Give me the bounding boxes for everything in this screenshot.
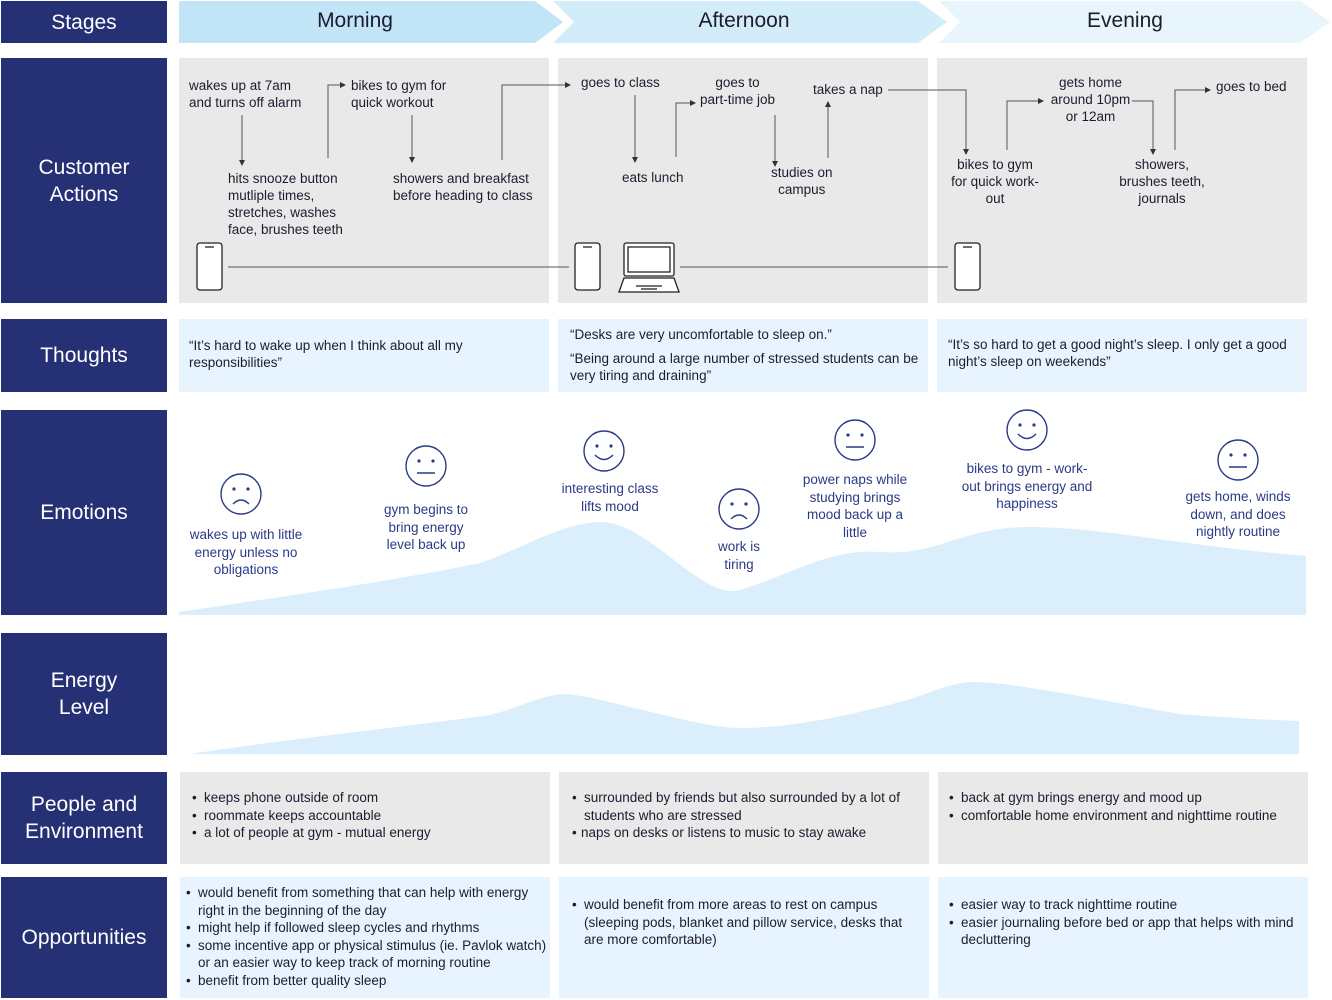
list-item: would benefit from something that can he… [186,884,548,919]
thought-afternoon-stressed: “Being around a large number of stressed… [570,351,919,383]
list-item: would benefit from more areas to rest on… [572,896,922,949]
laptop-icon [618,242,680,293]
actions-panel-morning [179,58,549,303]
people-list-evening: back at gym brings energy and mood up co… [949,789,1304,824]
sad-face-icon [220,473,262,515]
row-label-thoughts: Thoughts [1,319,167,392]
action-goes-to-job: goes to part-time job [700,75,776,107]
emotion-label-gets-home: gets home, winds down, and does nightly … [1185,489,1291,539]
emotion-label-gym: gym begins to bring energy level back up [383,502,469,552]
phone-icon [574,242,601,291]
neutral-face-icon [1217,439,1259,481]
opportunities-list-afternoon: would benefit from more areas to rest on… [572,896,922,949]
action-goes-to-bed: goes to bed [1216,79,1287,94]
emotion-label-power-naps: power naps while studying brings mood ba… [802,472,908,540]
happy-face-icon [1006,409,1048,451]
list-item: easier way to track nighttime routine [949,896,1299,914]
thoughts-panel-afternoon [558,319,928,392]
actions-panel-evening [937,58,1307,303]
people-list-morning: keeps phone outside of room roommate kee… [192,789,542,842]
thoughts-panel-evening [937,319,1307,392]
action-takes-a-nap: takes a nap [813,82,883,97]
list-item: easier journaling before bed or app that… [949,914,1299,949]
people-list-afternoon: surrounded by friends but also surrounde… [572,789,922,842]
thoughts-panel-morning [179,319,549,392]
phone-icon [196,242,223,291]
row-label-customer-actions: Customer Actions [1,58,167,303]
row-label-stages: Stages [1,1,167,43]
action-eats-lunch: eats lunch [622,170,684,185]
list-item: might help if followed sleep cycles and … [186,919,548,937]
opportunities-list-morning: would benefit from something that can he… [186,884,548,989]
actions-panel-afternoon [558,58,928,303]
list-item: surrounded by friends but also surrounde… [572,789,922,824]
row-label-people-environment: People and Environment [1,772,167,864]
list-item: keeps phone outside of room [192,789,542,807]
stage-afternoon: Afternoon [698,9,790,32]
action-showers-breakfast: showers and breakfast before heading to … [393,171,533,203]
emotion-label-wakes-up: wakes up with little energy unless no ob… [189,527,303,577]
stage-morning: Morning [317,9,393,32]
list-item: some incentive app or physical stimulus … [186,937,548,972]
row-label-opportunities: Opportunities [1,877,167,998]
thought-morning: “It’s hard to wake up when I think about… [189,338,463,370]
thought-evening: “It’s so hard to get a good night’s slee… [948,337,1287,369]
thought-afternoon-desks: “Desks are very uncomfortable to sleep o… [570,327,832,342]
list-item: comfortable home environment and nightti… [949,807,1304,825]
list-item: back at gym brings energy and mood up [949,789,1304,807]
neutral-face-icon [834,419,876,461]
sad-face-icon [718,488,760,530]
action-bikes-to-gym: bikes to gym for quick workout [351,78,447,110]
row-label-energy-level: Energy Level [1,633,167,755]
emotion-label-bikes-gym: bikes to gym - work- out brings energy a… [961,461,1093,511]
row-label-emotions: Emotions [1,410,167,615]
action-gets-home: gets home around 10pm or 12am [1050,75,1131,124]
emotion-label-work: work is tiring [717,539,760,572]
list-item: naps on desks or listens to music to sta… [572,824,922,842]
list-item: a lot of people at gym - mutual energy [192,824,542,842]
action-hits-snooze: hits snooze button mutliple times, stret… [228,171,343,237]
list-item: roommate keeps accountable [192,807,542,825]
action-goes-to-class: goes to class [581,75,660,90]
stage-evening: Evening [1087,9,1163,32]
action-studies-on-campus: studies on campus [771,165,833,197]
happy-face-icon [583,430,625,472]
opportunities-list-evening: easier way to track nighttime routine ea… [949,896,1299,949]
phone-icon [954,242,981,291]
neutral-face-icon [405,445,447,487]
action-bikes-to-gym-evening: bikes to gym for quick work- out [951,157,1039,206]
action-wakes-up: wakes up at 7am and turns off alarm [189,78,302,110]
emotion-label-class: interesting class lifts mood [561,481,659,514]
action-showers-journals: showers, brushes teeth, journals [1119,157,1205,206]
list-item: benefit from better quality sleep [186,972,548,990]
